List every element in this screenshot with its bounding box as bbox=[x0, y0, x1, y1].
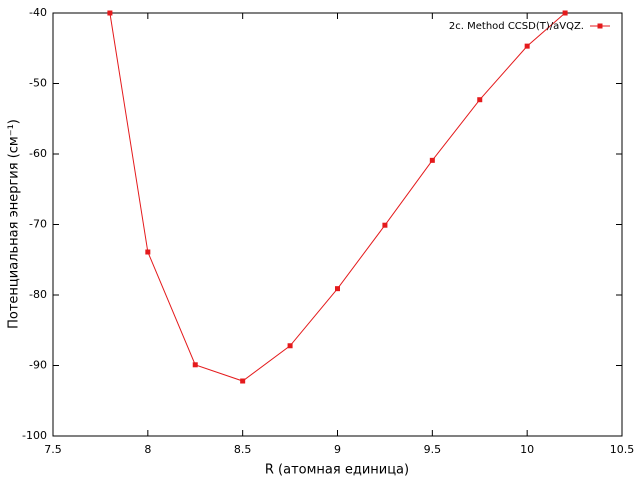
y-tick-label: -70 bbox=[29, 218, 47, 231]
legend-label: 2c. Method CCSD(T)/aVQZ. bbox=[449, 21, 584, 32]
y-tick-label: -60 bbox=[29, 147, 47, 160]
y-tick-label: -50 bbox=[29, 77, 47, 90]
y-tick-label: -80 bbox=[29, 288, 47, 301]
y-tick-label: -40 bbox=[29, 6, 47, 19]
data-point bbox=[107, 10, 113, 16]
x-tick-label: 8.5 bbox=[234, 443, 252, 456]
data-point bbox=[240, 378, 246, 384]
data-point bbox=[524, 43, 530, 49]
data-point bbox=[145, 249, 151, 255]
x-tick-label: 9.5 bbox=[424, 443, 442, 456]
x-tick-label: 7.5 bbox=[44, 443, 62, 456]
x-tick-label: 8 bbox=[144, 443, 151, 456]
data-point bbox=[287, 343, 293, 349]
data-point bbox=[382, 222, 388, 228]
x-tick-label: 10.5 bbox=[610, 443, 635, 456]
data-point bbox=[429, 157, 435, 163]
data-point bbox=[562, 10, 568, 16]
series-line bbox=[109, 12, 566, 382]
y-tick-label: -90 bbox=[29, 359, 47, 372]
x-axis-label: R (атомная единица) bbox=[265, 463, 409, 478]
x-tick-label: 10 bbox=[520, 443, 534, 456]
legend-marker bbox=[597, 23, 603, 29]
y-tick-label: -100 bbox=[22, 429, 47, 442]
data-point bbox=[192, 362, 198, 368]
data-point bbox=[477, 97, 483, 103]
x-tick-label: 9 bbox=[334, 443, 341, 456]
y-axis-label: Потенциальная энергия (см⁻¹) bbox=[7, 119, 22, 329]
plot-frame bbox=[52, 12, 623, 437]
data-point bbox=[335, 286, 340, 292]
